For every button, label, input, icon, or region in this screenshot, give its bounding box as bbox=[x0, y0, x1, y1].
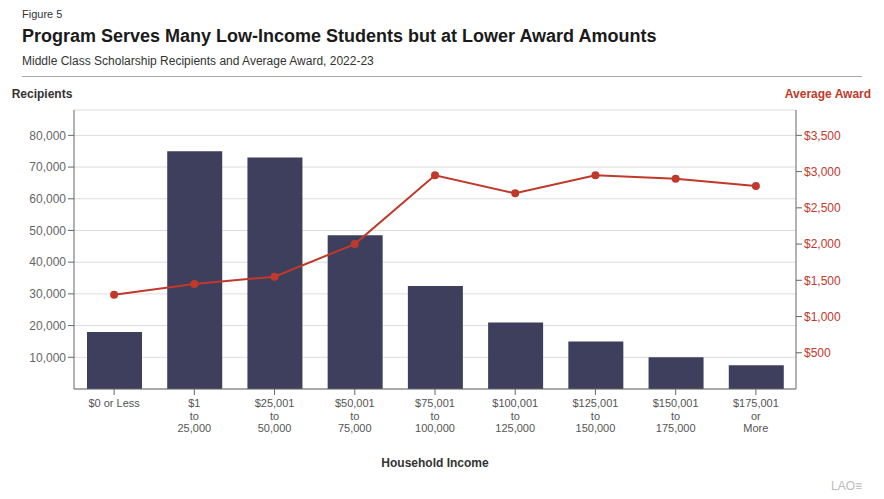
svg-text:$100,001to125,000: $100,001to125,000 bbox=[492, 397, 538, 434]
svg-text:$1,500: $1,500 bbox=[804, 274, 841, 288]
svg-text:Average Award: Average Award bbox=[785, 87, 871, 101]
svg-text:80,000: 80,000 bbox=[29, 129, 66, 143]
svg-text:60,000: 60,000 bbox=[29, 192, 66, 206]
svg-text:$3,500: $3,500 bbox=[804, 129, 841, 143]
svg-text:$175,001orMore: $175,001orMore bbox=[733, 397, 779, 434]
svg-text:$1to25,000: $1to25,000 bbox=[178, 397, 212, 434]
svg-text:$50,001to75,000: $50,001to75,000 bbox=[335, 397, 375, 434]
svg-text:50,000: 50,000 bbox=[29, 224, 66, 238]
svg-text:$0 or Less: $0 or Less bbox=[88, 397, 140, 409]
html-text:LAO≡: LAO≡ bbox=[831, 479, 862, 493]
html-text:Middle Class Scholarship Recip: Middle Class Scholarship Recipients and … bbox=[22, 54, 374, 68]
svg-text:20,000: 20,000 bbox=[29, 319, 66, 333]
svg-text:Recipients: Recipients bbox=[12, 87, 73, 101]
svg-text:70,000: 70,000 bbox=[29, 160, 66, 174]
svg-text:30,000: 30,000 bbox=[29, 287, 66, 301]
svg-text:$3,000: $3,000 bbox=[804, 165, 841, 179]
svg-text:$2,500: $2,500 bbox=[804, 201, 841, 215]
svg-text:$2,000: $2,000 bbox=[804, 237, 841, 251]
svg-text:40,000: 40,000 bbox=[29, 255, 66, 269]
svg-text:$1,000: $1,000 bbox=[804, 310, 841, 324]
html-text:Program Serves Many Low-Income: Program Serves Many Low-Income Students … bbox=[22, 26, 657, 46]
svg-text:10,000: 10,000 bbox=[29, 351, 66, 365]
svg-text:$25,001to50,000: $25,001to50,000 bbox=[255, 397, 295, 434]
svg-text:Household Income: Household Income bbox=[381, 456, 489, 470]
svg-text:$75,001to100,000: $75,001to100,000 bbox=[415, 397, 455, 434]
html-text:Figure 5: Figure 5 bbox=[22, 8, 63, 20]
svg-text:$500: $500 bbox=[804, 346, 831, 360]
svg-text:$125,001to150,000: $125,001to150,000 bbox=[572, 397, 618, 434]
svg-text:$150,001to175,000: $150,001to175,000 bbox=[653, 397, 699, 434]
